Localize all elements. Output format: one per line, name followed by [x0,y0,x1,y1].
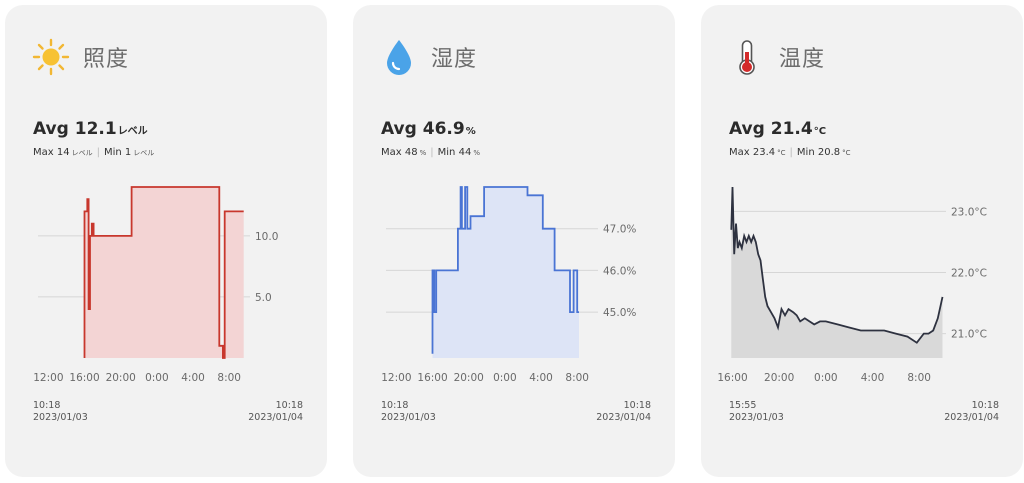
card-header: 湿度 [379,37,477,77]
range-start: 15:55 2023/01/03 [729,400,784,424]
min-max-summary: Max 48% | Min 44% [381,147,480,158]
card-header: 温度 [727,37,825,77]
max-value: 14 [56,147,70,158]
avg-number: 46.9 [422,119,465,139]
x-tick-label: 20:00 [764,372,794,384]
min-unit: °C [842,149,851,157]
max-value: 23.4 [752,147,776,158]
min-max-summary: Max 14 レベル | Min 1 レベル [33,147,154,158]
range-start-time: 10:18 [381,400,409,411]
range-start-date: 2023/01/03 [381,412,436,423]
y-tick-label: 47.0% [603,224,636,236]
y-tick-label: 5.0 [255,292,272,304]
min-value: 1 [124,147,132,158]
range-end-date: 2023/01/04 [248,412,303,423]
sun-icon [31,37,71,77]
avg-unit: °C [813,126,827,137]
range-end-date: 2023/01/04 [596,412,651,423]
y-tick-label: 10.0 [255,231,278,243]
avg-label: Avg [381,119,417,139]
x-tick-label: 20:00 [454,372,484,384]
avg-number: 21.4 [770,119,813,139]
temperature-chart[interactable]: 21.0°C 22.0°C 23.0°C 16:00 20:00 0:00 4:00 8:00 [701,175,1023,395]
x-tick-label: 16:00 [717,372,747,384]
separator: | [430,147,434,158]
min-unit: レベル [133,149,155,157]
x-tick-label: 12:00 [381,372,411,384]
x-tick-label: 8:00 [565,372,589,384]
min-unit: % [473,149,480,157]
average-value: Avg 46.9% [381,119,476,139]
max-label: Max [33,147,54,158]
x-tick-label: 8:00 [907,372,931,384]
range-start: 10:18 2023/01/03 [381,400,436,424]
max-unit: % [419,149,427,157]
water-drop-icon [379,37,419,77]
card-header: 照度 [31,37,129,77]
x-tick-label: 12:00 [33,372,63,384]
illuminance-chart[interactable]: 5.0 10.0 12:00 16:00 20:00 0:00 4:00 8:00 [5,175,327,395]
avg-unit: % [465,126,476,137]
y-tick-label: 22.0°C [951,268,987,280]
x-tick-label: 4:00 [861,372,885,384]
separator: | [789,147,793,158]
illuminance-card[interactable]: 照度 Avg 12.1レベル Max 14 レベル | Min 1 レベル 5.0 10.… [5,5,327,477]
x-tick-label: 8:00 [217,372,241,384]
x-tick-label: 0:00 [493,372,517,384]
y-tick-label: 21.0°C [951,329,987,341]
x-tick-label: 4:00 [529,372,553,384]
max-value: 48 [404,147,418,158]
x-tick-label: 4:00 [181,372,205,384]
range-start-date: 2023/01/03 [729,412,784,423]
min-label: Min [103,147,122,158]
min-label: Min [796,147,815,158]
min-max-summary: Max 23.4 °C | Min 20.8 °C [729,147,851,158]
y-tick-label: 45.0% [603,307,636,319]
series-line [431,186,579,354]
range-end-date: 2023/01/04 [944,412,999,423]
x-tick-label: 20:00 [106,372,136,384]
range-end: 10:18 2023/01/04 [944,400,999,424]
range-start-date: 2023/01/03 [33,412,88,423]
y-tick-label: 23.0°C [951,206,987,218]
series-area [84,187,244,358]
range-end-time: 10:18 [971,400,999,411]
range-end: 10:18 2023/01/04 [248,400,303,424]
max-label: Max [729,147,750,158]
x-tick-label: 0:00 [145,372,169,384]
avg-label: Avg [33,119,69,139]
range-end-time: 10:18 [275,400,303,411]
min-value: 44 [458,147,472,158]
series-line [83,186,244,359]
card-title: 温度 [779,47,826,72]
series-area [432,187,579,358]
x-tick-label: 16:00 [417,372,447,384]
card-title: 湿度 [431,47,478,72]
thermometer-icon [727,37,767,77]
y-tick-label: 46.0% [603,265,636,277]
range-start-time: 15:55 [729,400,757,411]
range-start: 10:18 2023/01/03 [33,400,88,424]
range-start-time: 10:18 [33,400,61,411]
max-label: Max [381,147,402,158]
average-value: Avg 21.4°C [729,119,826,139]
temperature-card[interactable]: 温度 Avg 21.4°C Max 23.4 °C | Min 20.8 °C 21.0… [701,5,1023,477]
card-title: 照度 [83,47,130,72]
x-tick-label: 0:00 [814,372,838,384]
humidity-card[interactable]: 湿度 Avg 46.9% Max 48% | Min 44% 45.0% 46.0% 4… [353,5,675,477]
min-label: Min [437,147,456,158]
avg-unit: レベル [117,126,148,137]
max-unit: レベル [71,149,93,157]
min-value: 20.8 [817,147,841,158]
range-end: 10:18 2023/01/04 [596,400,651,424]
average-value: Avg 12.1レベル [33,119,148,139]
series-line [730,186,944,344]
avg-label: Avg [729,119,765,139]
range-end-time: 10:18 [623,400,651,411]
separator: | [96,147,100,158]
avg-number: 12.1 [74,119,117,139]
x-tick-label: 16:00 [69,372,99,384]
humidity-chart[interactable]: 45.0% 46.0% 47.0% 12:00 16:00 20:00 0:00 4:00 8:… [353,175,675,395]
max-unit: °C [777,149,786,157]
